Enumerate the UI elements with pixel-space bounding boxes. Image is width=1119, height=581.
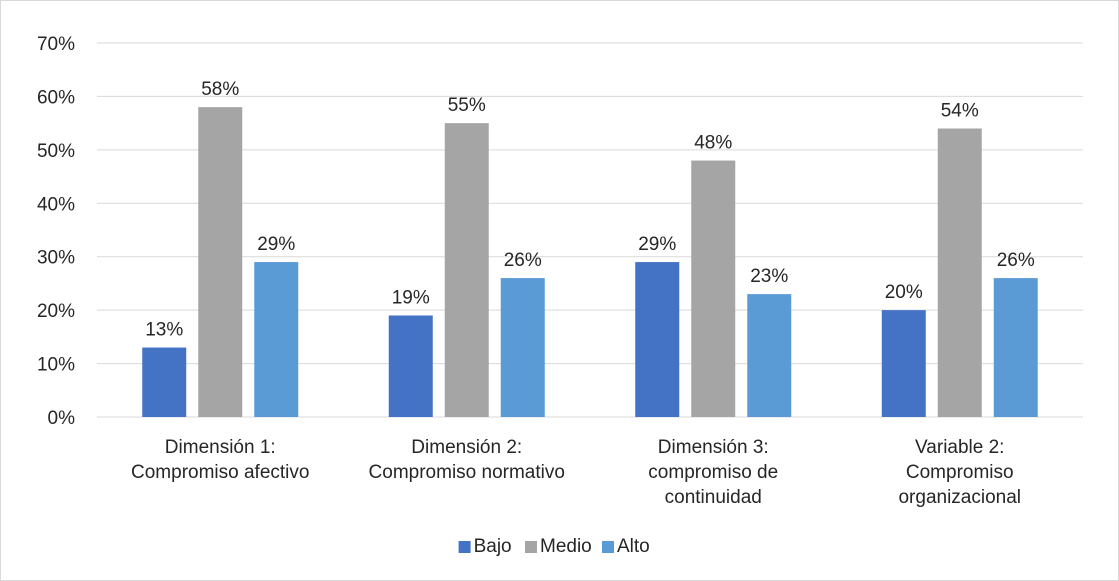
data-label: 58% — [201, 79, 239, 100]
category-label: Dimensión 3: compromiso de continuidad — [648, 437, 778, 508]
y-tick-label: 0% — [48, 408, 76, 429]
data-label: 26% — [997, 250, 1035, 271]
data-label: 26% — [504, 250, 542, 271]
data-label: 54% — [941, 100, 979, 121]
y-tick-label: 40% — [37, 194, 75, 215]
legend-label-medio: Medio — [540, 536, 592, 557]
legend-swatch-medio — [525, 541, 537, 553]
data-label: 29% — [638, 234, 676, 255]
bar-alto-3 — [747, 294, 792, 417]
category-label: Dimensión 1: Compromiso afectivo — [131, 437, 309, 483]
bar-bajo-1 — [142, 347, 187, 417]
data-label: 20% — [885, 282, 923, 303]
y-tick-label: 10% — [37, 355, 75, 376]
y-tick-label: 20% — [37, 301, 75, 322]
legend-swatch-bajo — [458, 541, 471, 553]
y-axis-ticks: 0% 10% 20% 30% 40% 50% 60% 70% — [37, 34, 75, 429]
y-tick-label: 60% — [37, 87, 75, 108]
category-label: Variable 2: Compromiso organizacional — [898, 437, 1021, 508]
bar-bajo-4 — [881, 310, 926, 417]
legend-label-alto: Alto — [617, 536, 650, 557]
data-label: 55% — [448, 95, 486, 116]
y-tick-label: 70% — [37, 34, 75, 55]
y-tick-label: 30% — [37, 248, 75, 269]
bar-medio-1 — [198, 107, 243, 417]
bar-medio-3 — [691, 160, 736, 418]
data-label: 29% — [257, 234, 295, 255]
data-label: 23% — [750, 266, 788, 287]
data-label: 48% — [694, 133, 732, 154]
legend-label-bajo: Bajo — [474, 536, 512, 557]
bar-bajo-2 — [388, 315, 433, 417]
y-tick-label: 50% — [37, 141, 75, 162]
bar-alto-4 — [993, 278, 1038, 417]
bar-bajo-3 — [635, 262, 680, 417]
data-label: 13% — [145, 320, 183, 341]
gridlines — [97, 42, 1083, 418]
bars — [142, 107, 1038, 418]
data-label: 19% — [392, 287, 430, 308]
category-label: Dimensión 2: Compromiso normativo — [369, 437, 565, 483]
legend: Bajo Medio Alto — [458, 536, 650, 557]
category-labels: Dimensión 1: Compromiso afectivo Dimensión… — [131, 437, 1021, 508]
bar-alto-1 — [254, 262, 299, 417]
bar-alto-2 — [500, 278, 545, 417]
bar-medio-4 — [937, 128, 982, 417]
bar-medio-2 — [444, 123, 489, 418]
data-labels: 13% 19% 29% 20% 58% 55% 48% 54% 29% 26% 23% 26% — [145, 79, 1035, 340]
legend-swatch-alto — [602, 541, 614, 553]
